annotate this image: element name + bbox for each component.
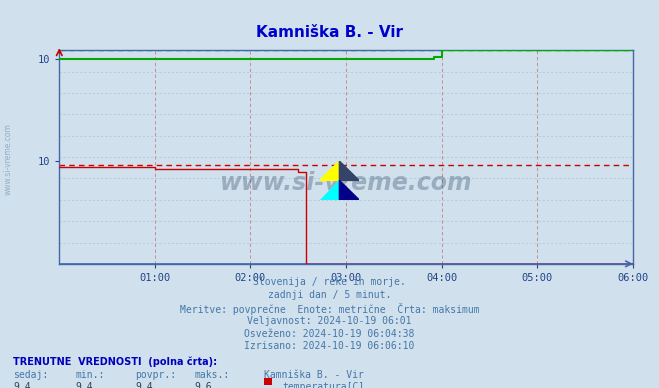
Text: Izrisano: 2024-10-19 06:06:10: Izrisano: 2024-10-19 06:06:10 — [244, 341, 415, 352]
Text: 9,6: 9,6 — [194, 382, 212, 388]
Text: Meritve: povprečne  Enote: metrične  Črta: maksimum: Meritve: povprečne Enote: metrične Črta:… — [180, 303, 479, 315]
Polygon shape — [320, 161, 339, 180]
Polygon shape — [320, 180, 339, 200]
Text: maks.:: maks.: — [194, 370, 229, 380]
Text: Veljavnost: 2024-10-19 06:01: Veljavnost: 2024-10-19 06:01 — [247, 316, 412, 326]
Text: Kamniška B. - Vir: Kamniška B. - Vir — [264, 370, 364, 380]
Text: povpr.:: povpr.: — [135, 370, 176, 380]
Text: TRENUTNE  VREDNOSTI  (polna črta):: TRENUTNE VREDNOSTI (polna črta): — [13, 356, 217, 367]
Text: www.si-vreme.com: www.si-vreme.com — [219, 171, 473, 195]
Text: zadnji dan / 5 minut.: zadnji dan / 5 minut. — [268, 290, 391, 300]
Text: Osveženo: 2024-10-19 06:04:38: Osveženo: 2024-10-19 06:04:38 — [244, 329, 415, 339]
Text: min.:: min.: — [76, 370, 105, 380]
Text: 9,4: 9,4 — [13, 382, 31, 388]
Text: Kamniška B. - Vir: Kamniška B. - Vir — [256, 25, 403, 40]
Polygon shape — [339, 180, 359, 200]
Text: sedaj:: sedaj: — [13, 370, 48, 380]
Text: 9,4: 9,4 — [135, 382, 153, 388]
Text: www.si-vreme.com: www.si-vreme.com — [3, 123, 13, 195]
Text: 9,4: 9,4 — [76, 382, 94, 388]
Polygon shape — [339, 161, 359, 180]
Text: temperatura[C]: temperatura[C] — [282, 382, 364, 388]
Text: Slovenija / reke in morje.: Slovenija / reke in morje. — [253, 277, 406, 288]
